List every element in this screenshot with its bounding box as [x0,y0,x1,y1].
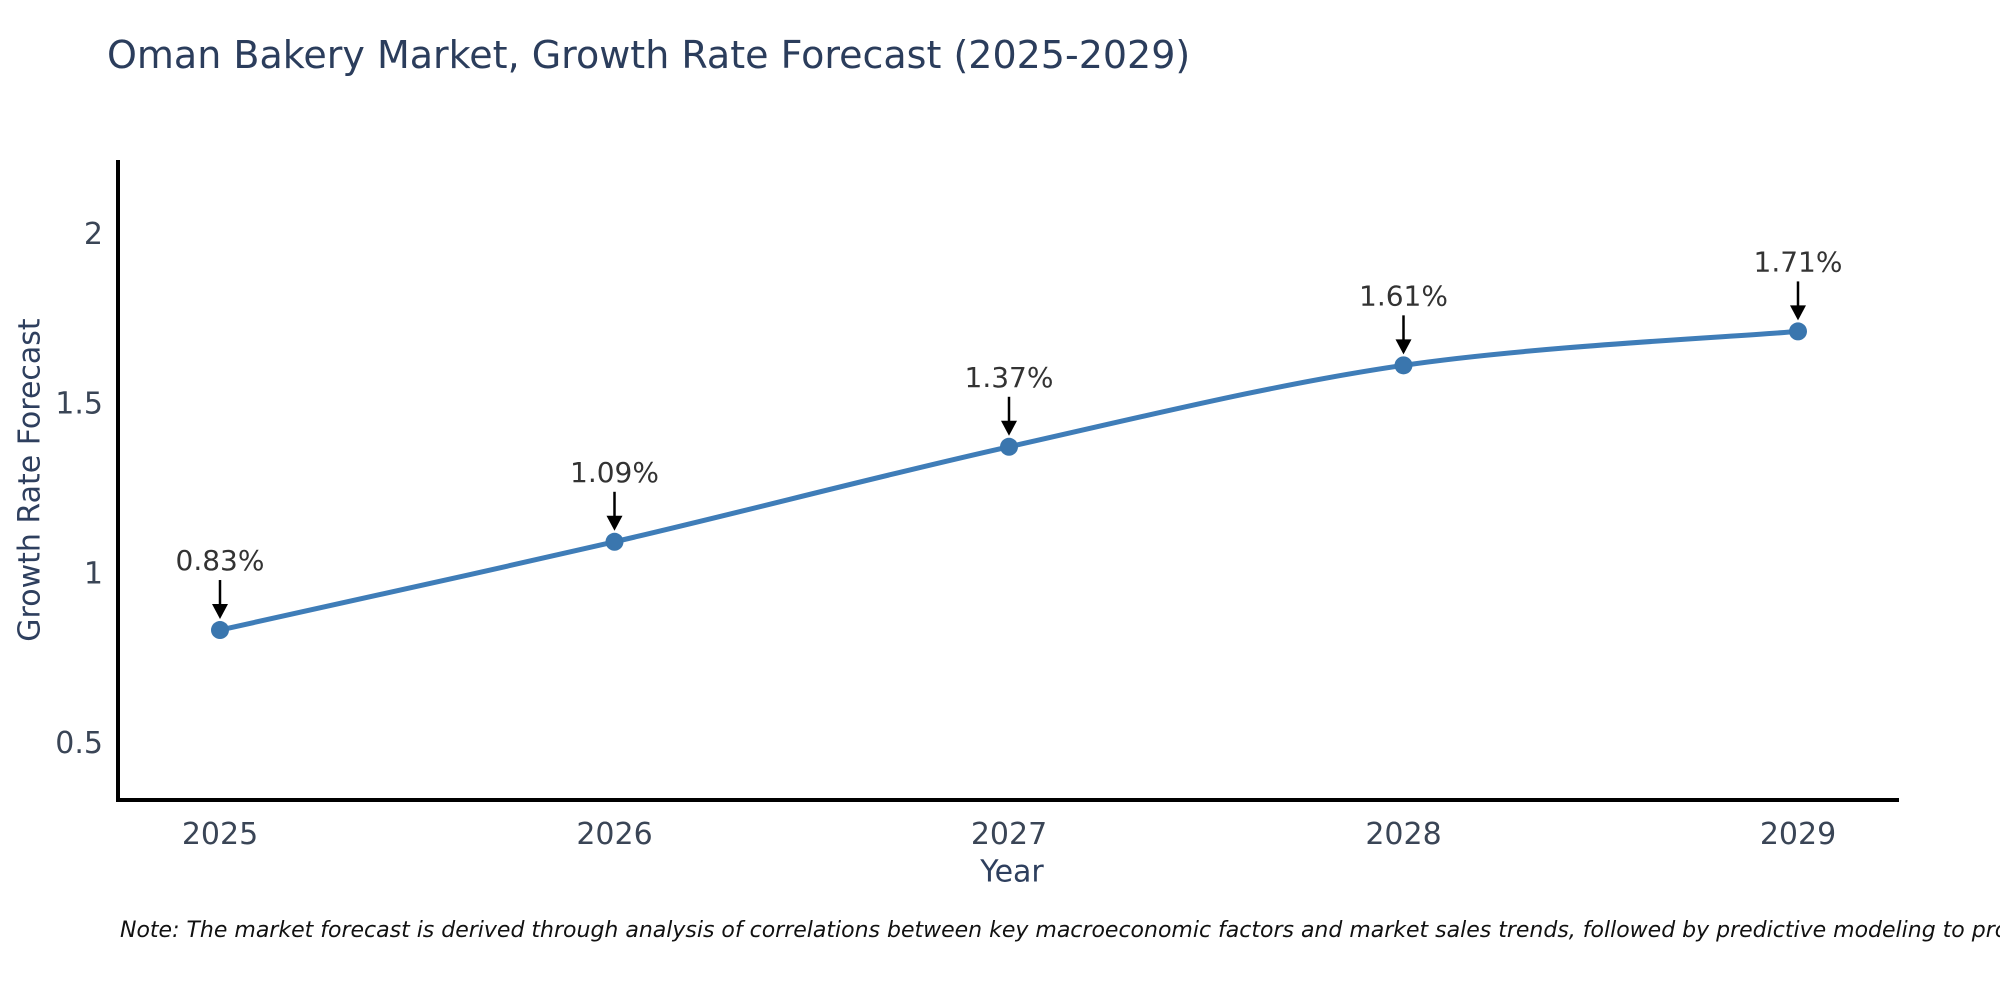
y-tick-label: 2 [84,217,103,252]
annotation-arrowhead-2026 [606,515,623,531]
annotation-arrowhead-2027 [1001,420,1017,436]
footnote: Note: The market forecast is derived thr… [120,918,2000,943]
annotation-arrowhead-2028 [1395,339,1412,355]
data-point-2025 [211,621,229,640]
x-axis-title: Year [980,854,1044,890]
chart-title: Oman Bakery Market, Growth Rate Forecast… [107,33,1191,77]
annotation-label-2027: 1.37% [965,361,1054,394]
annotation-label-2026: 1.09% [570,456,659,489]
data-point-2027 [1000,437,1018,456]
y-tick-label: 0.5 [55,726,103,761]
y-tick-label: 1 [84,556,103,591]
annotation-label-2025: 0.83% [176,544,265,577]
annotation-label-2029: 1.71% [1754,245,1843,278]
x-tick-label: 2026 [576,817,652,852]
annotation-arrowhead-2029 [1790,305,1806,321]
x-tick-label: 2028 [1365,817,1441,852]
data-point-2029 [1789,322,1807,341]
annotation-label-2028: 1.61% [1359,279,1448,312]
x-tick-label: 2029 [1760,817,1836,852]
y-axis-title: Growth Rate Forecast [12,318,48,642]
x-tick-label: 2025 [182,817,258,852]
data-point-2028 [1394,356,1413,375]
annotation-arrowhead-2025 [212,604,228,620]
data-point-2026 [605,532,624,551]
y-tick-label: 1.5 [55,387,103,422]
x-tick-label: 2027 [971,817,1047,852]
